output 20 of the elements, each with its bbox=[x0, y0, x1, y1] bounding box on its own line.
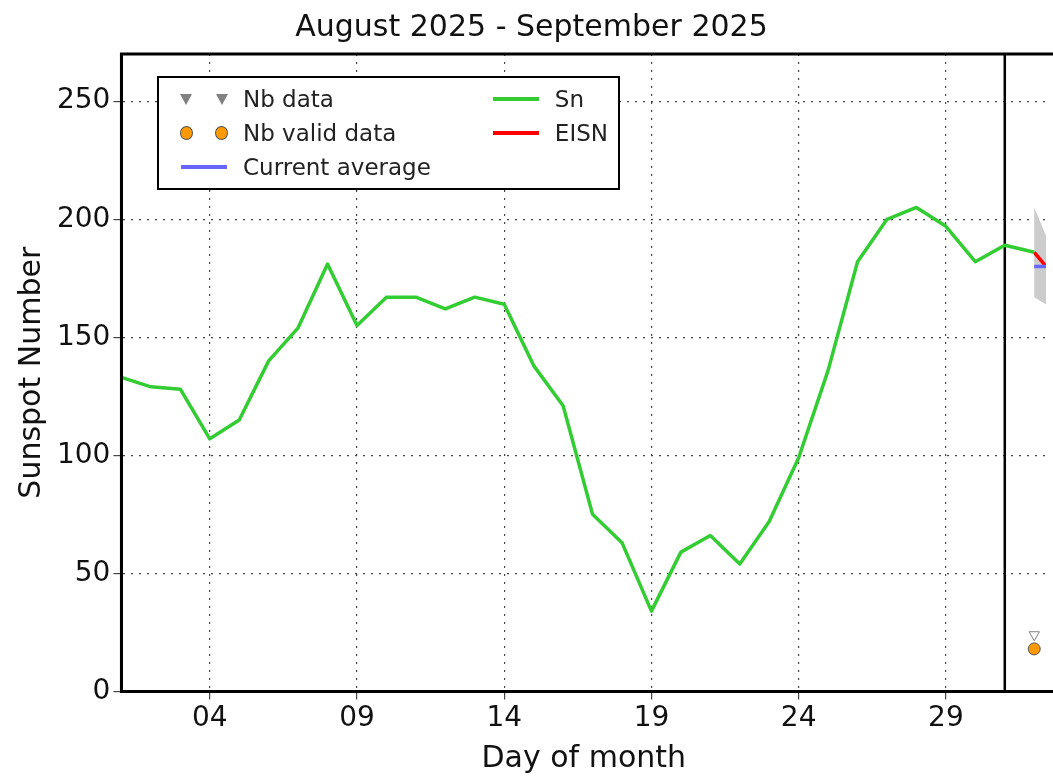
legend-label: Current average bbox=[243, 154, 431, 180]
legend-label: Nb data bbox=[243, 86, 334, 112]
x-tick-label: 19 bbox=[633, 700, 670, 734]
x-tick-label: 14 bbox=[486, 700, 523, 734]
y-tick-label: 100 bbox=[56, 436, 111, 470]
legend-label: Sn bbox=[554, 86, 585, 112]
y-tick-label: 200 bbox=[56, 200, 111, 234]
chart-title: August 2025 - September 2025 bbox=[295, 7, 768, 43]
x-axis-title: Day of month bbox=[481, 738, 687, 774]
x-tick-label: 24 bbox=[780, 700, 817, 734]
y-axis-title: Sunspot Number bbox=[11, 246, 47, 499]
y-tick-label: 0 bbox=[92, 672, 111, 706]
legend-label: Nb valid data bbox=[243, 120, 397, 146]
x-tick-label: 04 bbox=[191, 700, 228, 734]
y-tick-label: 250 bbox=[56, 82, 111, 116]
legend-label: EISN bbox=[554, 120, 608, 146]
x-tick-label: 09 bbox=[339, 700, 375, 734]
y-tick-label: 150 bbox=[56, 318, 111, 352]
x-tick-label: 29 bbox=[928, 700, 964, 734]
y-tick-label: 50 bbox=[74, 554, 111, 588]
